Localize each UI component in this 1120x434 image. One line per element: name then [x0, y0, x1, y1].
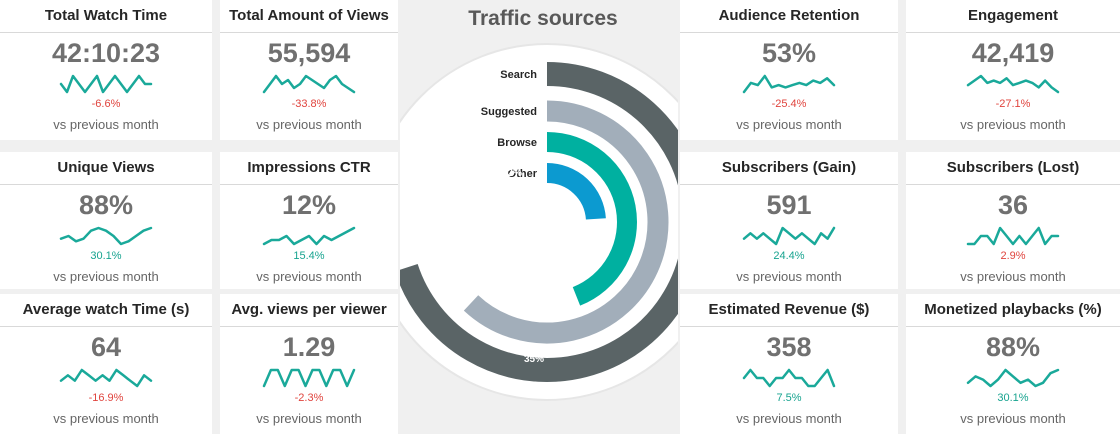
kpi-comparison-label: vs previous month: [53, 269, 159, 284]
category-label-browse: Browse: [497, 137, 537, 149]
kpi-sparkline: [59, 74, 153, 94]
kpi-comparison-label: vs previous month: [736, 269, 842, 284]
kpi-change: -25.4%: [771, 98, 807, 110]
kpi-value: 53%: [761, 38, 817, 68]
kpi-change: -16.9%: [88, 392, 124, 404]
bar-search: [400, 62, 678, 382]
kpi-change: -6.6%: [91, 98, 121, 110]
kpi-title: Unique Views: [0, 152, 212, 185]
kpi-sparkline: [966, 368, 1060, 388]
kpi-value: 42:10:23: [51, 38, 161, 68]
kpi-sparkline: [262, 74, 356, 94]
kpi-change: 2.9%: [1000, 250, 1026, 262]
kpi-card-audience-retention: Audience Retention 53% -25.4% vs previous m…: [680, 0, 898, 140]
kpi-change: 30.1%: [997, 392, 1029, 404]
kpi-change: 7.5%: [776, 392, 802, 404]
value-label-suggested: 31%: [538, 262, 558, 273]
kpi-value: 55,594: [267, 38, 351, 68]
kpi-card-estimated-revenue: Estimated Revenue ($) 358 7.5% vs previous …: [680, 294, 898, 434]
kpi-sparkline: [966, 226, 1060, 246]
category-label-search: Search: [500, 69, 537, 81]
kpi-title: Impressions CTR: [220, 152, 398, 185]
kpi-comparison-label: vs previous month: [256, 117, 362, 132]
kpi-card-subscribers-gain: Subscribers (Gain) 591 24.4% vs previous mo…: [680, 152, 898, 289]
kpi-title: Engagement: [906, 0, 1120, 33]
kpi-change: -33.8%: [291, 98, 327, 110]
kpi-sparkline: [742, 74, 836, 94]
traffic-sources-panel: Traffic sources Search 35% Suggested 31% Brow…: [400, 0, 678, 434]
bar-suggested: [463, 100, 669, 344]
value-label-search: 35%: [524, 354, 544, 365]
kpi-title: Audience Retention: [680, 0, 898, 33]
kpi-change: 30.1%: [90, 250, 122, 262]
kpi-card-subscribers-lost: Subscribers (Lost) 36 2.9% vs previous mont…: [906, 152, 1120, 289]
kpi-change: 15.4%: [293, 250, 325, 262]
value-label-other: 12%: [502, 168, 522, 179]
kpi-value: 88%: [985, 332, 1041, 362]
kpi-comparison-label: vs previous month: [736, 117, 842, 132]
kpi-title: Average watch Time (s): [0, 294, 212, 327]
kpi-card-total-watch-time: Total Watch Time 42:10:23 -6.6% vs previous…: [0, 0, 212, 140]
kpi-title: Subscribers (Gain): [680, 152, 898, 185]
kpi-change: -27.1%: [995, 98, 1031, 110]
kpi-comparison-label: vs previous month: [960, 117, 1066, 132]
bar-browse: [546, 132, 637, 306]
kpi-sparkline: [59, 226, 153, 246]
kpi-comparison-label: vs previous month: [960, 269, 1066, 284]
kpi-comparison-label: vs previous month: [256, 411, 362, 426]
kpi-title: Avg. views per viewer: [220, 294, 398, 327]
kpi-card-engagement: Engagement 42,419 -27.1% vs previous month: [906, 0, 1120, 140]
kpi-title: Total Amount of Views: [220, 0, 398, 33]
value-label-browse: 22%: [521, 198, 541, 209]
kpi-value: 64: [90, 332, 122, 362]
kpi-value: 591: [766, 190, 812, 220]
kpi-card-avg-watch-time: Average watch Time (s) 64 -16.9% vs previou…: [0, 294, 212, 434]
kpi-change: 24.4%: [773, 250, 805, 262]
kpi-card-impressions-ctr: Impressions CTR 12% 15.4% vs previous month: [220, 152, 398, 289]
kpi-sparkline: [262, 226, 356, 246]
kpi-value: 358: [766, 332, 812, 362]
kpi-sparkline: [742, 368, 836, 388]
category-label-other: Other: [508, 168, 538, 180]
kpi-card-total-views: Total Amount of Views 55,594 -33.8% vs prev…: [220, 0, 398, 140]
kpi-comparison-label: vs previous month: [736, 411, 842, 426]
kpi-sparkline: [742, 226, 836, 246]
kpi-card-monetized-playbacks: Monetized playbacks (%) 88% 30.1% vs previo…: [906, 294, 1120, 434]
kpi-card-avg-views-per-viewer: Avg. views per viewer 1.29 -2.3% vs previou…: [220, 294, 398, 434]
kpi-title: Monetized playbacks (%): [906, 294, 1120, 327]
kpi-value: 12%: [281, 190, 337, 220]
kpi-comparison-label: vs previous month: [960, 411, 1066, 426]
kpi-value: 1.29: [282, 332, 336, 362]
chart-title: Traffic sources: [468, 7, 617, 30]
kpi-title: Estimated Revenue ($): [680, 294, 898, 327]
kpi-comparison-label: vs previous month: [256, 269, 362, 284]
kpi-value: 88%: [78, 190, 134, 220]
kpi-sparkline: [262, 368, 356, 388]
kpi-sparkline: [59, 368, 153, 388]
category-label-suggested: Suggested: [481, 106, 537, 118]
kpi-comparison-label: vs previous month: [53, 411, 159, 426]
kpi-value: 42,419: [971, 38, 1055, 68]
kpi-comparison-label: vs previous month: [53, 117, 159, 132]
traffic-sources-chart: Traffic sources Search 35% Suggested 31% Brow…: [400, 7, 678, 401]
kpi-card-unique-views: Unique Views 88% 30.1% vs previous month: [0, 152, 212, 289]
kpi-title: Total Watch Time: [0, 0, 212, 33]
kpi-title: Subscribers (Lost): [906, 152, 1120, 185]
bar-other: [546, 163, 606, 221]
kpi-sparkline: [966, 74, 1060, 94]
kpi-change: -2.3%: [294, 392, 324, 404]
kpi-value: 36: [997, 190, 1029, 220]
